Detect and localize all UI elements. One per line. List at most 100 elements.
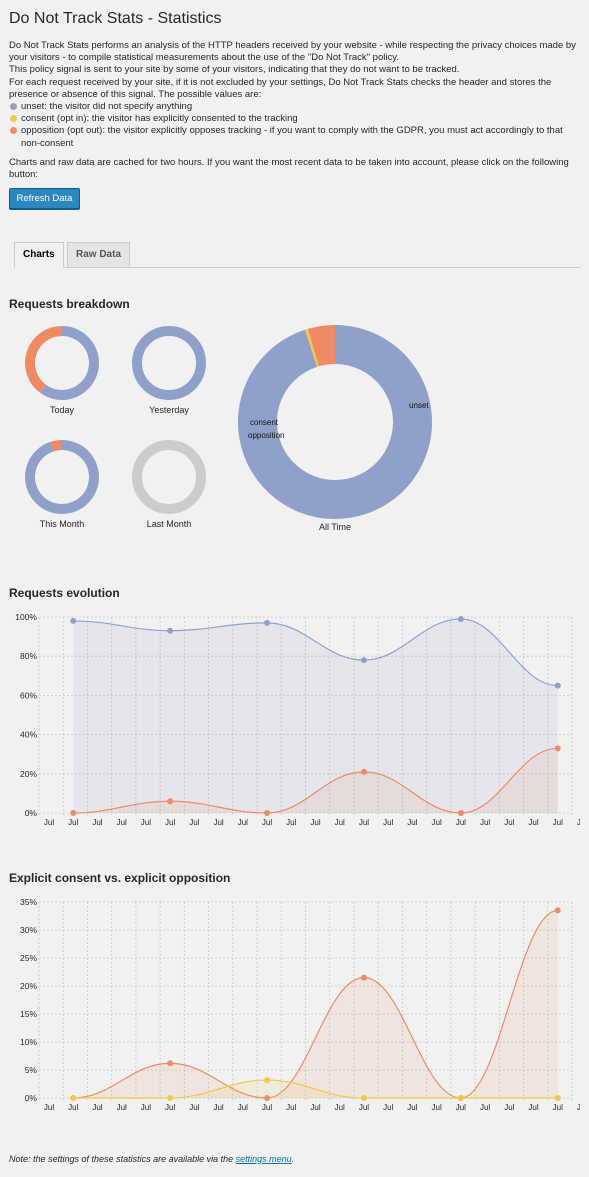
donut-label: Today — [50, 405, 75, 415]
consent-opposition-chart: 35% 30% 25% 20% 15% 10% 5% 0% Jul Jul Jul Jul Jul Jul… — [20, 897, 580, 1112]
x-tick-label: Jul — [504, 1103, 514, 1112]
value-opposition: opposition (opt out): the visitor explic… — [9, 125, 581, 149]
x-tick-label: Jul — [286, 1103, 296, 1112]
x-tick-label: Jul — [407, 818, 417, 827]
intro-paragraph-1: Do Not Track Stats performs an analysis … — [9, 40, 576, 64]
donut-yesterday: Yesterday — [132, 326, 206, 415]
x-tick-label: Jul — [68, 818, 78, 827]
x-tick-label: Jul — [407, 1103, 417, 1112]
y-tick-label: 40% — [20, 730, 37, 740]
donut-today: Today — [25, 326, 99, 415]
x-tick-label: Jul — [141, 818, 151, 827]
y-tick-label: 20% — [20, 769, 37, 779]
y-tick-label: 15% — [20, 1009, 37, 1019]
y-tick-label: 100% — [15, 612, 37, 622]
value-opposition-text: opposition (opt out): the visitor explic… — [21, 125, 563, 149]
value-unset-text: unset: the visitor did not specify anyth… — [21, 101, 193, 113]
x-tick-label: Jul — [577, 818, 580, 827]
x-tick-label: Jul — [553, 818, 563, 827]
x-tick-label: Jul — [480, 818, 490, 827]
intro-paragraph-2: This policy signal is sent to your site … — [9, 64, 460, 76]
donut-slice-unset — [40, 326, 99, 400]
x-tick-label: Jul — [359, 1103, 369, 1112]
donut-slice-unset — [238, 325, 432, 519]
x-tick-label: Jul — [213, 1103, 223, 1112]
x-tick-label: Jul — [68, 1103, 78, 1112]
x-tick-label: Jul — [213, 818, 223, 827]
data-point — [457, 1095, 464, 1101]
note-text: Note: the settings of these statistics a… — [9, 1154, 236, 1164]
slice-label-opposition: opposition — [248, 431, 284, 440]
x-tick-label: Jul — [165, 818, 175, 827]
settings-menu-link[interactable]: settings menu — [235, 1154, 292, 1164]
series-area — [73, 1080, 558, 1098]
x-tick-label: Jul — [165, 1103, 175, 1112]
data-point — [554, 1095, 561, 1101]
x-tick-label: Jul — [335, 1103, 345, 1112]
consent-dot-icon — [10, 115, 17, 123]
series-area — [73, 748, 558, 813]
donut-label: Last Month — [147, 519, 192, 529]
value-unset: unset: the visitor did not specify anyth… — [9, 101, 581, 113]
data-point — [457, 810, 464, 816]
x-tick-label: Jul — [528, 818, 538, 827]
page-title: Do Not Track Stats - Statistics — [9, 10, 222, 27]
slice-label-consent: consent — [250, 418, 279, 427]
donut-this-month: This Month — [25, 440, 99, 529]
x-tick-label: Jul — [117, 818, 127, 827]
x-tick-label: Jul — [553, 1103, 563, 1112]
x-tick-label: Jul — [92, 818, 102, 827]
value-consent: consent (opt in): the visitor has explic… — [9, 113, 581, 125]
opposition-dot-icon — [10, 127, 17, 135]
data-point — [457, 615, 464, 622]
y-tick-label: 5% — [25, 1065, 38, 1075]
y-tick-label: 30% — [20, 925, 37, 935]
x-tick-label: Jul — [335, 818, 345, 827]
data-point — [70, 810, 77, 816]
x-tick-label: Jul — [286, 818, 296, 827]
data-point — [167, 1095, 174, 1101]
series-area — [73, 910, 558, 1098]
x-tick-label: Jul — [238, 1103, 248, 1112]
data-point — [264, 1077, 271, 1084]
data-point — [167, 627, 174, 634]
unset-dot-icon — [10, 103, 17, 111]
x-tick-label: Jul — [141, 1103, 151, 1112]
x-tick-label: Jul — [456, 1103, 466, 1112]
y-tick-label: 0% — [25, 808, 38, 818]
x-tick-label: Jul — [456, 818, 466, 827]
chart-grid: 100% 80% 60% 40% 20% 0% Jul Jul Jul Jul Jul Jul Jul J… — [15, 612, 580, 827]
x-tick-label: Jul — [310, 1103, 320, 1112]
donut-label: This Month — [40, 519, 85, 529]
x-tick-label: Jul — [383, 1103, 393, 1112]
x-tick-label: Jul — [432, 1103, 442, 1112]
y-tick-label: 25% — [20, 953, 37, 963]
x-tick-label: Jul — [238, 818, 248, 827]
y-tick-label: 0% — [25, 1093, 38, 1103]
y-tick-label: 60% — [20, 690, 37, 700]
data-point — [264, 810, 271, 816]
donut-slice-unset — [132, 326, 206, 400]
data-point — [264, 1095, 271, 1101]
x-tick-label: Jul — [44, 1103, 54, 1112]
intro-text: Do Not Track Stats performs an analysis … — [9, 40, 581, 150]
refresh-data-button[interactable]: Refresh Data — [9, 188, 80, 209]
x-tick-label: Jul — [262, 818, 272, 827]
donut-slice-opposition — [50, 440, 63, 452]
data-point — [167, 798, 174, 805]
donut-all-time: All Time unset consent opposition — [238, 325, 432, 532]
breakdown-chart: Today Yesterday This Month Last Month All Ti… — [25, 325, 432, 532]
donut-label: All Time — [319, 522, 351, 532]
x-tick-label: Jul — [92, 1103, 102, 1112]
x-tick-label: Jul — [189, 818, 199, 827]
y-tick-label: 80% — [20, 651, 37, 661]
series-opposition — [70, 745, 561, 816]
data-point — [360, 974, 367, 981]
x-tick-label: Jul — [310, 818, 320, 827]
tab-raw-data[interactable]: Raw Data — [67, 242, 131, 267]
donut-slice-opposition — [25, 326, 63, 393]
tab-charts[interactable]: Charts — [14, 242, 64, 268]
series-opposition — [70, 907, 561, 1101]
cache-text: Charts and raw data are cached for two h… — [9, 157, 569, 181]
intro-paragraph-3: For each request received by your site, … — [9, 76, 552, 100]
